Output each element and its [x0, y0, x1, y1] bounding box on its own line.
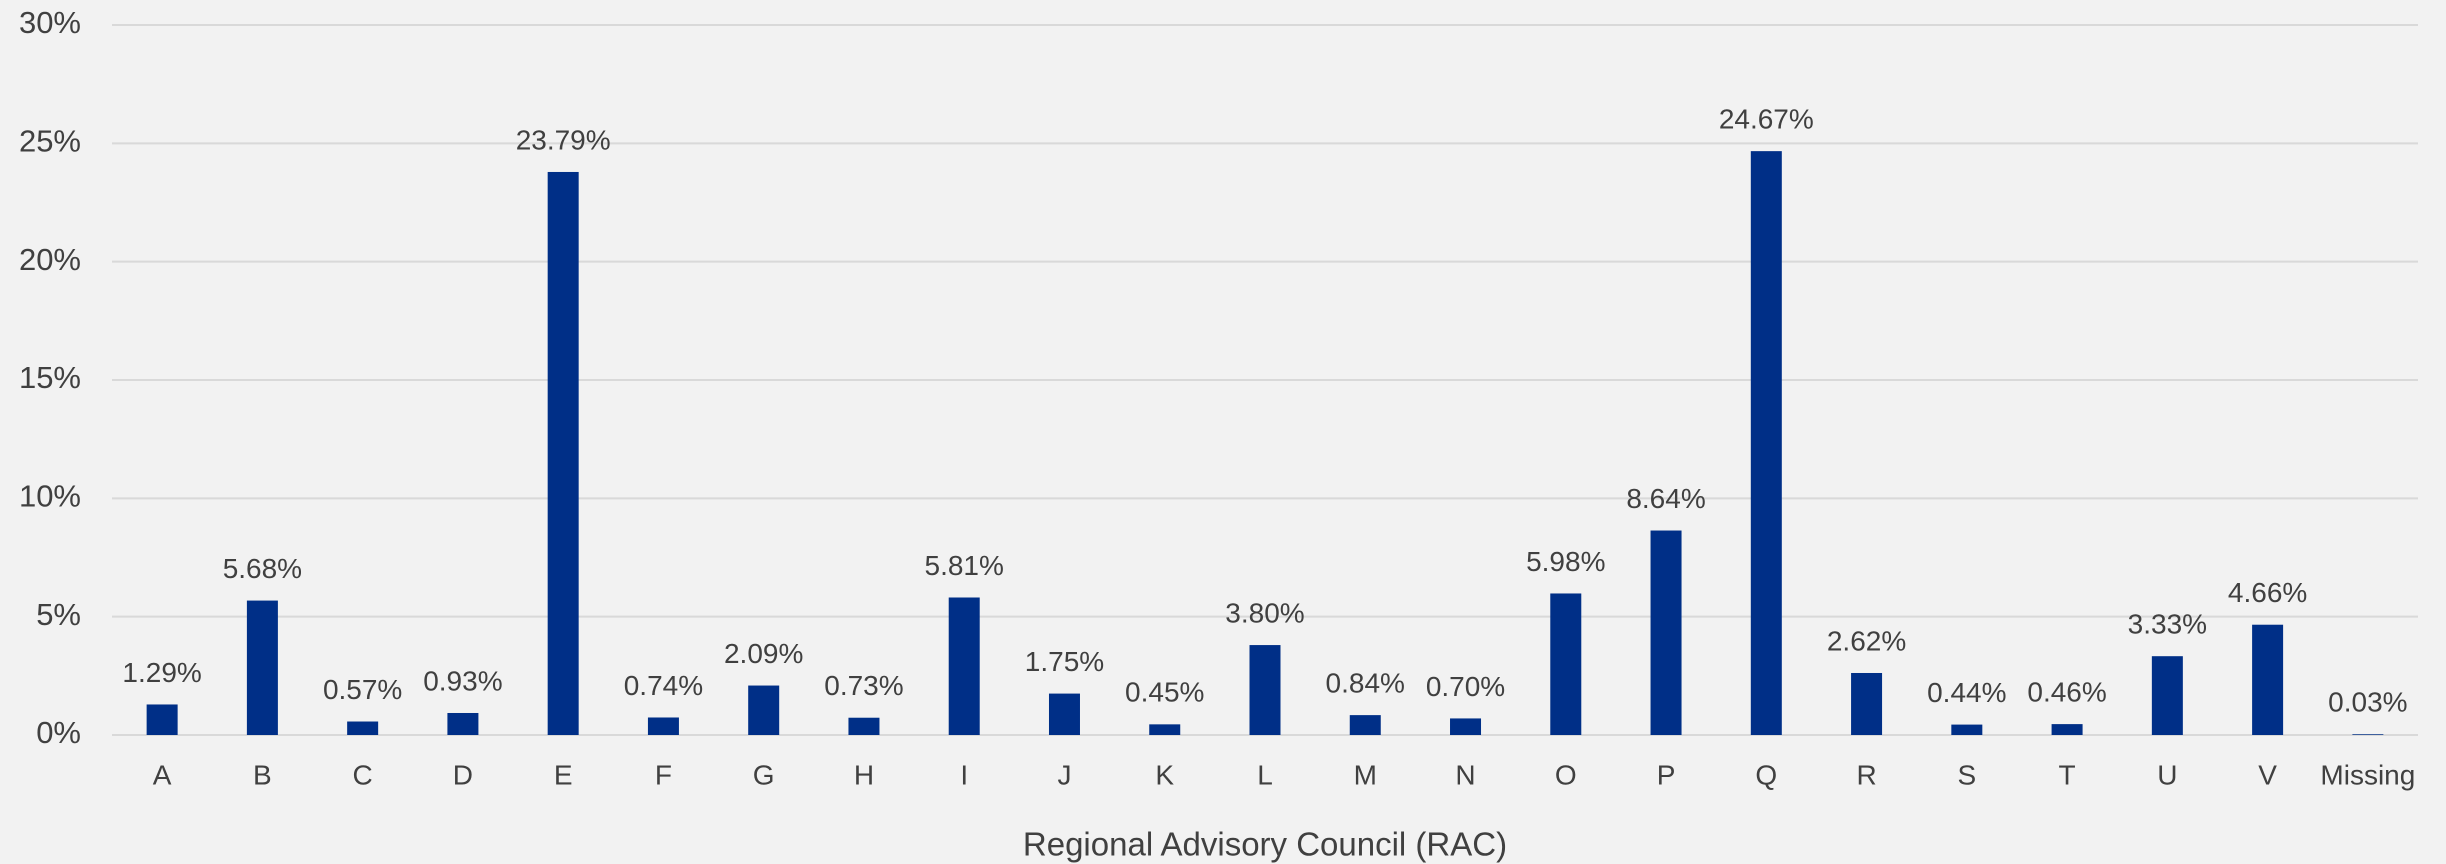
bar [948, 597, 980, 735]
data-label: 1.29% [122, 657, 201, 688]
bar [848, 717, 880, 735]
bar [2352, 734, 2384, 735]
data-label: 0.57% [323, 674, 402, 705]
y-tick-label: 10% [19, 479, 81, 514]
x-tick-label: N [1455, 759, 1475, 790]
bar [748, 685, 780, 735]
x-tick-label: H [854, 759, 874, 790]
y-tick-label: 25% [19, 124, 81, 159]
bar [1249, 645, 1281, 735]
y-tick-label: 0% [36, 715, 81, 750]
bar [1149, 724, 1181, 735]
x-tick-label: R [1856, 759, 1876, 790]
x-tick-label: M [1354, 759, 1377, 790]
data-label: 3.80% [1225, 597, 1304, 628]
data-label: 4.66% [2228, 577, 2307, 608]
x-tick-label: Missing [2320, 759, 2415, 790]
y-tick-label: 20% [19, 242, 81, 277]
x-tick-label: J [1057, 759, 1071, 790]
data-label: 0.93% [423, 665, 502, 696]
y-tick-label: 15% [19, 360, 81, 395]
x-tick-label: A [153, 759, 172, 790]
bar [1650, 530, 1682, 735]
y-tick-label: 30% [19, 5, 81, 40]
x-axis-title: Regional Advisory Council (RAC) [1023, 826, 1507, 863]
data-label: 5.81% [925, 550, 1004, 581]
x-tick-label: B [253, 759, 272, 790]
x-tick-label: C [353, 759, 373, 790]
data-label: 3.33% [2128, 609, 2207, 640]
x-tick-label: F [655, 759, 672, 790]
bar [1349, 715, 1381, 735]
x-tick-label: S [1957, 759, 1976, 790]
x-tick-label: I [960, 759, 968, 790]
data-label: 0.70% [1426, 671, 1505, 702]
data-label: 5.98% [1526, 546, 1605, 577]
data-label: 0.73% [824, 670, 903, 701]
bar [547, 171, 579, 736]
bar [1851, 672, 1883, 735]
data-label: 2.62% [1827, 625, 1906, 656]
bar [1951, 724, 1983, 735]
bar [1450, 718, 1482, 735]
x-tick-label: O [1555, 759, 1577, 790]
x-tick-label: D [453, 759, 473, 790]
data-label: 2.09% [724, 638, 803, 669]
data-label: 24.67% [1719, 104, 1814, 135]
data-label: 23.79% [516, 124, 611, 155]
data-label: 0.03% [2328, 687, 2407, 718]
x-tick-label: Q [1755, 759, 1777, 790]
bar [2051, 724, 2083, 735]
data-label: 0.84% [1326, 668, 1405, 699]
data-label: 0.74% [624, 670, 703, 701]
bar [1550, 593, 1582, 735]
bar [1750, 151, 1782, 736]
x-tick-label: P [1657, 759, 1676, 790]
data-label: 0.45% [1125, 677, 1204, 708]
bar [647, 717, 679, 735]
bar [447, 712, 479, 735]
data-label: 0.46% [2027, 677, 2106, 708]
data-label: 0.44% [1927, 677, 2006, 708]
x-tick-label: E [554, 759, 573, 790]
bar [2151, 656, 2183, 735]
bar [1048, 693, 1080, 735]
bar [2252, 624, 2284, 735]
x-tick-label: G [753, 759, 775, 790]
bar [246, 600, 278, 735]
y-tick-label: 5% [36, 597, 81, 632]
x-tick-label: L [1257, 759, 1273, 790]
x-tick-label: V [2258, 759, 2277, 790]
x-tick-label: U [2157, 759, 2177, 790]
x-tick-label: K [1155, 759, 1174, 790]
data-label: 1.75% [1025, 646, 1104, 677]
x-tick-label: T [2059, 759, 2076, 790]
data-label: 5.68% [223, 553, 302, 584]
data-label: 8.64% [1626, 483, 1705, 514]
bar [146, 704, 178, 735]
bar [347, 721, 379, 735]
